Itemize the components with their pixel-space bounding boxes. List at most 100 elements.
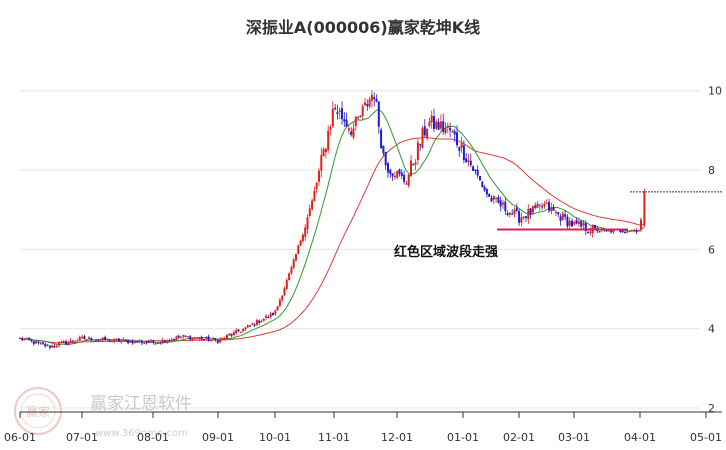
candle-body [497, 196, 500, 203]
candle-body [564, 214, 567, 217]
candle-body [108, 339, 111, 342]
strength-annotation: 红色区域波段走强 [394, 244, 498, 260]
candle-body [39, 342, 42, 344]
candle-body [637, 230, 640, 232]
candle-body [375, 98, 378, 102]
candle-body [370, 94, 373, 101]
candle-body [635, 230, 638, 232]
candle-body [65, 341, 67, 345]
candle-body [336, 112, 339, 114]
candle-body [559, 216, 562, 222]
candle-body [643, 191, 646, 226]
candle-body [347, 128, 350, 131]
candle-body [479, 175, 481, 181]
candle-body [58, 342, 61, 346]
candle-body [81, 336, 84, 339]
candle-body [416, 142, 419, 161]
candle-body [131, 340, 134, 344]
candle-body [405, 183, 408, 185]
watermark-seal-inner-icon [20, 393, 56, 429]
candle-body [267, 316, 270, 319]
candle-body [25, 338, 28, 340]
candle-body [120, 340, 123, 343]
candle-body [469, 160, 472, 166]
candle-body [239, 331, 242, 334]
candle-body [446, 125, 449, 128]
candle-body [626, 231, 629, 233]
candle-body [115, 339, 118, 341]
candle-body [495, 197, 498, 199]
candle-body [577, 221, 580, 225]
candle-body [628, 230, 631, 233]
candle-body [396, 170, 399, 178]
candle-body [184, 335, 187, 337]
y-tick-label: 8 [708, 164, 715, 177]
candle-body [177, 335, 180, 338]
candle-body [320, 155, 323, 171]
candle-body [633, 229, 636, 232]
candle-body [242, 329, 245, 332]
candle-body [610, 230, 613, 233]
candle-body [414, 162, 417, 165]
candle-body [76, 340, 79, 342]
candle-body [506, 213, 509, 216]
candle-body [200, 337, 203, 340]
candle-body [543, 203, 546, 207]
candle-body [485, 189, 488, 195]
candle-body [435, 121, 438, 129]
watermark-seal-icon [14, 387, 62, 435]
candle-body [306, 217, 309, 230]
watermark: 赢家 赢家江恩软件 www.369nmn.com [14, 387, 192, 439]
candle-body [571, 220, 573, 227]
x-tick-label: 02-01 [503, 431, 535, 444]
candle-body [623, 231, 626, 234]
candle-body [403, 174, 406, 182]
candle-body [345, 119, 348, 127]
candle-body [582, 223, 585, 226]
candle-body [515, 207, 518, 211]
candle-body [221, 337, 224, 340]
candle-body [117, 338, 120, 342]
candle-body [32, 341, 35, 344]
candle-body [94, 340, 97, 342]
candle-body [106, 338, 109, 341]
candle-body [502, 202, 504, 205]
candle-body [462, 145, 465, 161]
candles [19, 90, 646, 350]
candle-body [71, 340, 74, 342]
candle-body [531, 206, 534, 213]
candle-body [166, 340, 169, 343]
candle-body [251, 323, 254, 325]
candle-body [536, 203, 539, 208]
candle-body [46, 344, 49, 346]
candle-body [361, 106, 364, 116]
candle-body [196, 338, 199, 340]
candle-body [74, 341, 77, 343]
candle-body [37, 341, 40, 343]
candle-body [104, 336, 107, 341]
candle-body [308, 208, 311, 216]
x-tick-label: 06-01 [4, 431, 36, 444]
candle-body [368, 99, 371, 107]
candle-body [575, 220, 578, 224]
candle-body [292, 259, 295, 268]
candle-body [92, 340, 95, 343]
candle-body [474, 169, 477, 171]
candle-body [357, 117, 360, 119]
candle-body [48, 345, 51, 348]
candle-body [566, 216, 569, 227]
candle-body [490, 197, 493, 202]
candle-body [55, 346, 58, 348]
candle-body [407, 174, 410, 186]
candle-body [400, 172, 403, 176]
candle-body [214, 338, 217, 340]
candle-body [313, 190, 316, 201]
candle-body [460, 143, 463, 148]
candle-body [281, 295, 284, 301]
candle-body [481, 181, 484, 188]
candle-body [189, 336, 192, 340]
ma-short-line [19, 108, 645, 346]
candle-body [398, 169, 401, 174]
candle-body [295, 254, 297, 261]
